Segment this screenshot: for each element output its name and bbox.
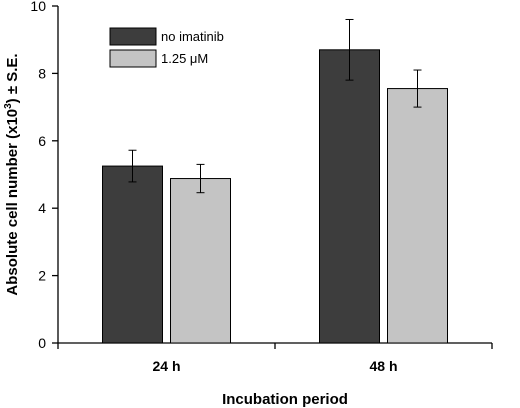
y-axis-title: Absolute cell number (x103) ± S.E.: [3, 53, 21, 295]
bar: [387, 88, 448, 344]
legend-swatch: [109, 27, 157, 46]
bar: [102, 165, 163, 344]
bars: [102, 49, 448, 344]
y-tick-label: 4: [38, 200, 46, 216]
x-axis-title: Incubation period: [222, 391, 348, 408]
legend: no imatinib 1.25 μM: [109, 27, 224, 68]
error-bars: [128, 18, 422, 194]
y-tick-label: 6: [38, 133, 46, 149]
legend-label: no imatinib: [161, 29, 224, 44]
legend-swatch: [109, 49, 157, 68]
y-tick-label: 2: [38, 268, 46, 284]
x-ticks: 24 h 48 h: [57, 343, 493, 374]
y-tick-label: 8: [38, 65, 46, 81]
y-tick-label: 0: [38, 335, 46, 351]
y-axis: 0 2 4 6 8 10: [30, 0, 59, 351]
bar: [170, 178, 231, 344]
bar: [319, 49, 380, 344]
x-tick-label: 24 h: [152, 358, 180, 374]
x-tick-label: 48 h: [369, 358, 397, 374]
x-axis: 24 h 48 h: [57, 342, 493, 374]
legend-label: 1.25 μM: [161, 51, 208, 66]
y-ticks: 0 2 4 6 8 10: [30, 0, 58, 351]
y-tick-label: 10: [30, 0, 46, 14]
